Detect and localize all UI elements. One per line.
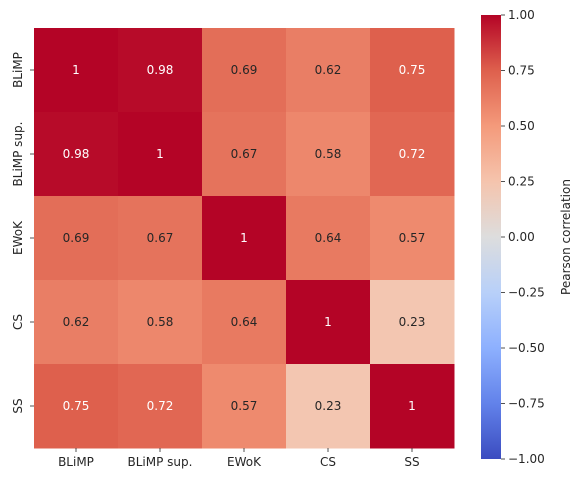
heatmap-value-label: 1 bbox=[72, 63, 80, 77]
heatmap-cell bbox=[34, 280, 119, 365]
x-tick-label: BLiMP bbox=[58, 455, 94, 469]
colorbar-label: Pearson correlation bbox=[559, 179, 573, 295]
heatmap-value-label: 0.58 bbox=[315, 147, 342, 161]
heatmap-cell bbox=[202, 196, 287, 281]
heatmap-value-label: 0.72 bbox=[147, 399, 174, 413]
colorbar-gradient bbox=[481, 15, 501, 459]
x-axis: BLiMP BLiMP sup. EWoK CS SS bbox=[58, 448, 420, 469]
heatmap-cell bbox=[202, 280, 287, 365]
heatmap-value-label: 0.69 bbox=[63, 231, 90, 245]
heatmap-value-label: 0.67 bbox=[147, 231, 174, 245]
heatmap-value-label: 0.57 bbox=[231, 399, 258, 413]
heatmap-value-label: 0.75 bbox=[63, 399, 90, 413]
heatmap-cell bbox=[202, 28, 287, 113]
heatmap-value-label: 0.75 bbox=[399, 63, 426, 77]
heatmap-cell bbox=[34, 196, 119, 281]
colorbar-tick-label: 0.50 bbox=[508, 119, 535, 133]
heatmap-cell bbox=[118, 280, 203, 365]
x-tick-label: EWoK bbox=[227, 455, 262, 469]
y-tick-label: CS bbox=[11, 314, 25, 330]
heatmap-value-label: 0.98 bbox=[63, 147, 90, 161]
colorbar-tick-label: −1.00 bbox=[508, 452, 545, 466]
colorbar-tick-label: 0.75 bbox=[508, 64, 535, 78]
heatmap-value-label: 0.57 bbox=[399, 231, 426, 245]
heatmap-cell bbox=[118, 196, 203, 281]
heatmap-value-label: 0.67 bbox=[231, 147, 258, 161]
heatmap-cell bbox=[34, 364, 119, 449]
y-tick-label: EWoK bbox=[11, 220, 25, 255]
x-tick-label: CS bbox=[320, 455, 336, 469]
heatmap-cell bbox=[118, 112, 203, 197]
heatmap-cell bbox=[286, 280, 371, 365]
x-tick-label: BLiMP sup. bbox=[128, 455, 193, 469]
heatmap-value-label: 0.58 bbox=[147, 315, 174, 329]
heatmap-cell bbox=[370, 28, 455, 113]
heatmap-cell bbox=[202, 364, 287, 449]
heatmap-cell bbox=[286, 364, 371, 449]
heatmap-value-label: 0.64 bbox=[315, 231, 342, 245]
heatmap-cell bbox=[286, 112, 371, 197]
heatmap-value-label: 0.62 bbox=[315, 63, 342, 77]
colorbar: 1.00 0.75 0.50 0.25 0.00 −0.25 −0.50 −0.75 −1.00… bbox=[481, 8, 573, 466]
heatmap-value-label: 0.62 bbox=[63, 315, 90, 329]
x-tick-label: SS bbox=[404, 455, 419, 469]
colorbar-tick-label: −0.25 bbox=[508, 286, 545, 300]
heatmap-value-label: 0.69 bbox=[231, 63, 258, 77]
heatmap-value-label: 0.98 bbox=[147, 63, 174, 77]
heatmap-cell bbox=[202, 112, 287, 197]
y-tick-label: BLiMP bbox=[11, 52, 25, 88]
heatmap-cell bbox=[370, 112, 455, 197]
heatmap-cell bbox=[118, 28, 203, 113]
heatmap-value-label: 0.64 bbox=[231, 315, 258, 329]
heatmap-value-label: 0.23 bbox=[399, 315, 426, 329]
heatmap-value-label: 1 bbox=[240, 231, 248, 245]
y-tick-label: SS bbox=[11, 398, 25, 413]
heatmap-value-label: 1 bbox=[324, 315, 332, 329]
y-tick-label: BLiMP sup. bbox=[11, 122, 25, 187]
colorbar-tick-label: 0.00 bbox=[508, 230, 535, 244]
colorbar-tick-label: 0.25 bbox=[508, 175, 535, 189]
heatmap-value-label: 0.23 bbox=[315, 399, 342, 413]
heatmap-cell bbox=[370, 280, 455, 365]
heatmap-value-label: 1 bbox=[156, 147, 164, 161]
heatmap-cell bbox=[34, 112, 119, 197]
heatmap-value-label: 1 bbox=[408, 399, 416, 413]
heatmap-cell bbox=[370, 196, 455, 281]
colorbar-ticks: 1.00 0.75 0.50 0.25 0.00 −0.25 −0.50 −0.75 −1.00 bbox=[501, 8, 545, 466]
heatmap-value-labels: 1 0.98 0.69 0.62 0.75 0.98 1 0.67 0.58 0.72 0.69 0.… bbox=[63, 63, 426, 413]
heatmap-value-label: 0.72 bbox=[399, 147, 426, 161]
heatmap-cell bbox=[34, 28, 119, 113]
heatmap-cell bbox=[118, 364, 203, 449]
heatmap-cell bbox=[286, 28, 371, 113]
heatmap-cells bbox=[34, 28, 455, 449]
colorbar-tick-label: −0.75 bbox=[508, 397, 545, 411]
heatmap-cell bbox=[370, 364, 455, 449]
colorbar-tick-label: 1.00 bbox=[508, 8, 535, 22]
colorbar-tick-label: −0.50 bbox=[508, 341, 545, 355]
heatmap-cell bbox=[286, 196, 371, 281]
y-axis: BLiMP BLiMP sup. EWoK CS SS bbox=[11, 52, 34, 414]
